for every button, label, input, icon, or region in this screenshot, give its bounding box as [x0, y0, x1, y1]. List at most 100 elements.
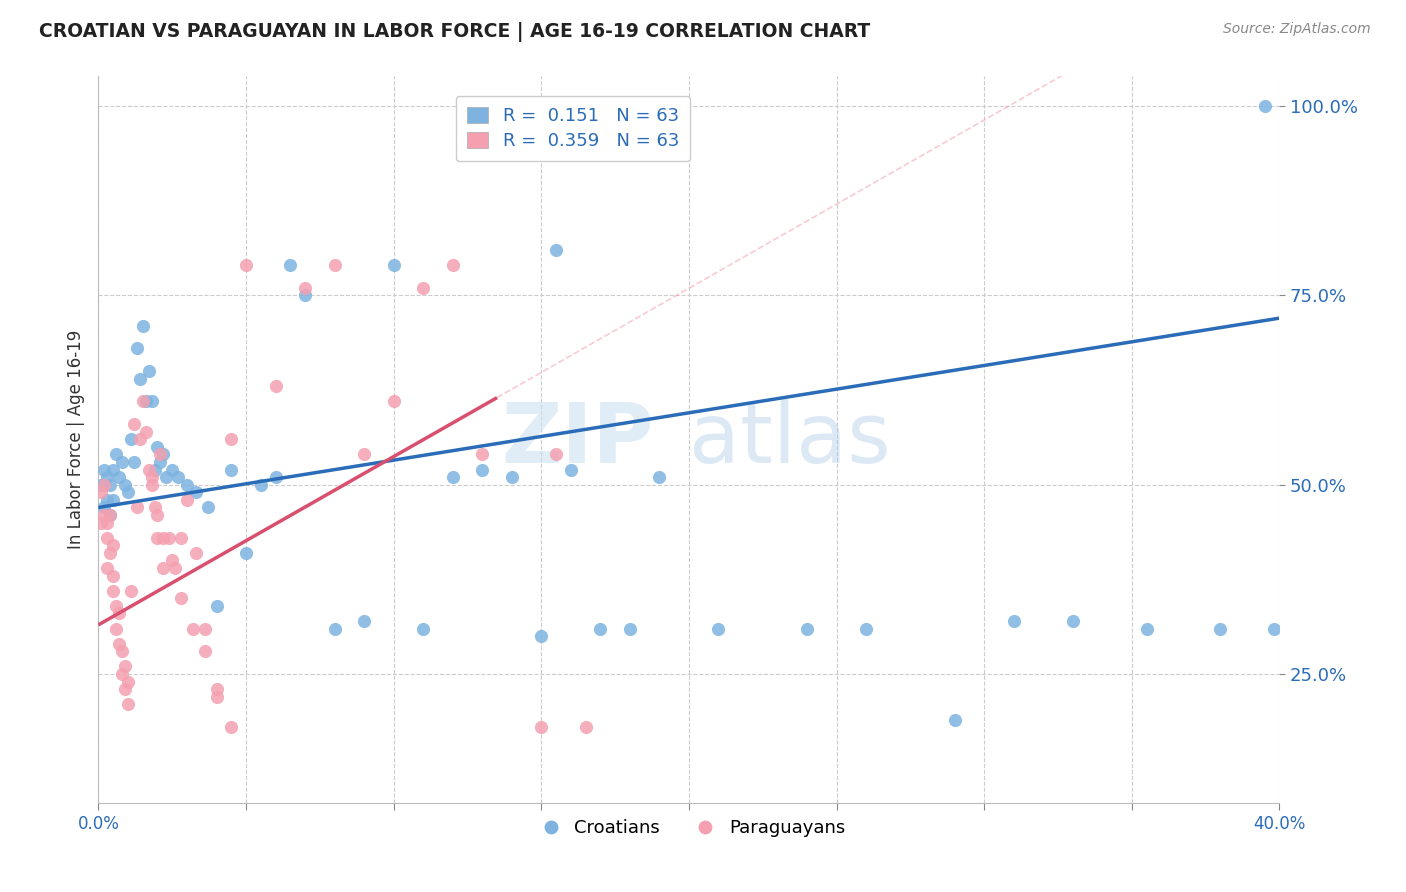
Point: [135, 394, 157, 409]
Point: [152, 531, 174, 545]
Point: [412, 622, 434, 636]
Point: [205, 682, 228, 697]
Point: [1002, 614, 1025, 628]
Point: [93, 477, 115, 491]
Point: [152, 447, 174, 461]
Point: [120, 583, 142, 598]
Point: [412, 281, 434, 295]
Point: [184, 546, 207, 560]
Point: [105, 599, 128, 613]
Point: [135, 425, 157, 439]
Point: [103, 492, 125, 507]
Point: [176, 477, 198, 491]
Point: [796, 622, 818, 636]
Point: [235, 258, 257, 272]
Point: [589, 622, 612, 636]
Point: [117, 674, 139, 689]
Point: [152, 561, 174, 575]
Point: [165, 561, 187, 575]
Point: [128, 372, 150, 386]
Point: [108, 607, 131, 621]
Point: [264, 379, 287, 393]
Point: [111, 455, 134, 469]
Point: [194, 622, 217, 636]
Point: [149, 447, 172, 461]
Point: [205, 690, 228, 704]
Point: [132, 318, 155, 333]
Point: [575, 720, 598, 734]
Point: [546, 447, 568, 461]
Point: [184, 485, 207, 500]
Point: [353, 614, 375, 628]
Point: [98, 508, 121, 522]
Point: [141, 394, 163, 409]
Point: [122, 455, 145, 469]
Point: [157, 531, 180, 545]
Point: [294, 281, 316, 295]
Point: [1254, 99, 1277, 113]
Point: [221, 720, 243, 734]
Point: [382, 394, 405, 409]
Point: [96, 492, 118, 507]
Point: [96, 531, 118, 545]
Point: [117, 698, 139, 712]
Point: [530, 720, 553, 734]
Point: [111, 667, 134, 681]
Point: [141, 477, 163, 491]
Point: [138, 364, 160, 378]
Point: [90, 477, 112, 491]
Point: [943, 713, 966, 727]
Point: [93, 500, 115, 515]
Point: [382, 258, 405, 272]
Point: [128, 433, 150, 447]
Point: [294, 288, 316, 302]
Point: [125, 500, 148, 515]
Point: [471, 447, 494, 461]
Point: [619, 622, 641, 636]
Point: [530, 629, 553, 643]
Point: [108, 470, 131, 484]
Point: [146, 508, 169, 522]
Point: [103, 462, 125, 476]
Point: [155, 470, 177, 484]
Point: [96, 561, 118, 575]
Point: [205, 599, 228, 613]
Point: [194, 644, 217, 658]
Point: [138, 462, 160, 476]
Point: [103, 583, 125, 598]
Point: [132, 394, 155, 409]
Point: [648, 470, 671, 484]
Point: [353, 447, 375, 461]
Point: [96, 516, 118, 530]
Point: [221, 462, 243, 476]
Point: [125, 342, 148, 356]
Point: [141, 470, 163, 484]
Legend: Croatians, Paraguayans: Croatians, Paraguayans: [526, 813, 852, 845]
Point: [162, 553, 183, 567]
Point: [122, 417, 145, 432]
Point: [264, 470, 287, 484]
Point: [1209, 622, 1232, 636]
Text: ZIP: ZIP: [501, 399, 654, 480]
Point: [117, 485, 139, 500]
Text: atlas: atlas: [689, 399, 890, 480]
Point: [162, 462, 183, 476]
Point: [98, 508, 121, 522]
Text: Source: ZipAtlas.com: Source: ZipAtlas.com: [1223, 22, 1371, 37]
Point: [1136, 622, 1159, 636]
Y-axis label: In Labor Force | Age 16-19: In Labor Force | Age 16-19: [66, 330, 84, 549]
Point: [143, 462, 166, 476]
Point: [546, 243, 568, 257]
Point: [93, 462, 115, 476]
Point: [1263, 622, 1285, 636]
Point: [114, 682, 136, 697]
Point: [855, 622, 877, 636]
Point: [167, 470, 190, 484]
Point: [146, 531, 169, 545]
Point: [146, 440, 169, 454]
Text: CROATIAN VS PARAGUAYAN IN LABOR FORCE | AGE 16-19 CORRELATION CHART: CROATIAN VS PARAGUAYAN IN LABOR FORCE | …: [39, 22, 870, 42]
Point: [105, 447, 128, 461]
Point: [471, 462, 494, 476]
Point: [323, 622, 346, 636]
Point: [170, 591, 193, 606]
